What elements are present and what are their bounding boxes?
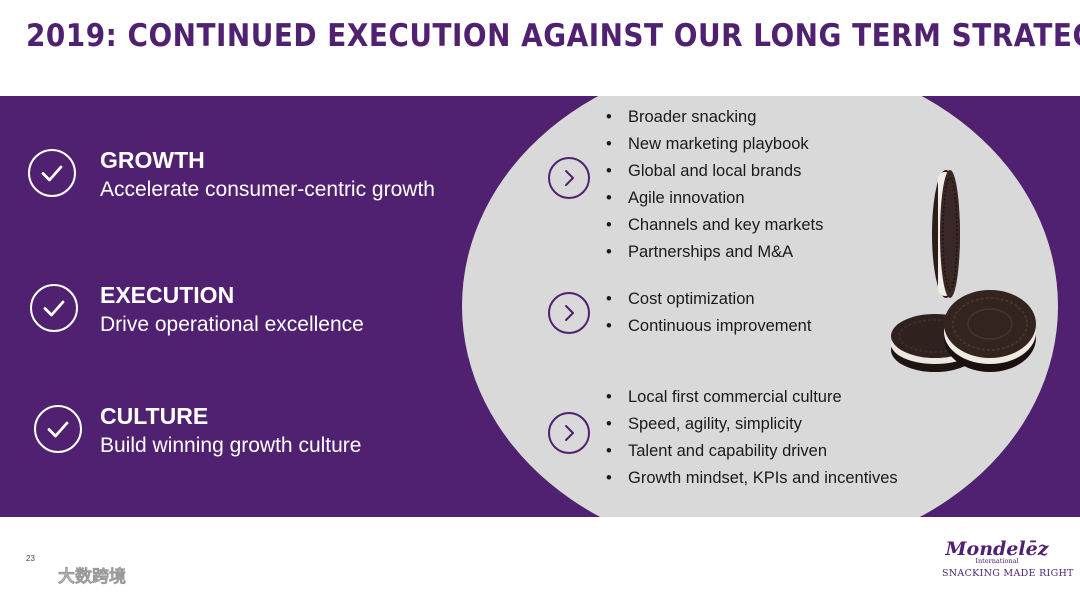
logo-name: Mondelēz <box>945 538 1049 560</box>
list-item: Broader snacking <box>606 107 823 134</box>
list-item: Growth mindset, KPIs and incentives <box>606 468 898 495</box>
cookies-illustration <box>891 170 1036 372</box>
watermark-logo: 大数跨境 <box>15 566 126 587</box>
growth-checkmark-icon <box>28 149 76 197</box>
execution-chevron-right-icon <box>548 292 590 334</box>
list-item: Global and local brands <box>606 161 823 188</box>
execution-checkmark-icon <box>30 284 78 332</box>
slide-title: 2019: CONTINUED EXECUTION AGAINST OUR LO… <box>26 18 1080 54</box>
execution-bullet-list: Cost optimization Continuous improvement <box>606 289 811 343</box>
svg-text:大数跨境: 大数跨境 <box>58 566 126 587</box>
culture-checkmark-icon <box>34 405 82 453</box>
pillar-description-execution: Drive operational excellence <box>100 313 364 336</box>
logo-tagline: SNACKING MADE RIGHT <box>942 568 1074 579</box>
list-item: New marketing playbook <box>606 134 823 161</box>
list-item: Channels and key markets <box>606 215 823 242</box>
list-item: Partnerships and M&A <box>606 242 823 269</box>
list-item: Speed, agility, simplicity <box>606 414 898 441</box>
list-item: Cost optimization <box>606 289 811 316</box>
list-item: Agile innovation <box>606 188 823 215</box>
pillar-name-culture: CULTURE <box>100 403 209 429</box>
list-item: Continuous improvement <box>606 316 811 343</box>
culture-chevron-right-icon <box>548 412 590 454</box>
pillar-description-growth: Accelerate consumer-centric growth <box>100 178 435 201</box>
culture-bullet-list: Local first commercial culture Speed, ag… <box>606 387 898 495</box>
pillar-name-growth: GROWTH <box>100 147 205 173</box>
growth-bullet-list: Broader snacking New marketing playbook … <box>606 107 823 269</box>
pillar-name-execution: EXECUTION <box>100 282 235 308</box>
list-item: Talent and capability driven <box>606 441 898 468</box>
list-item: Local first commercial culture <box>606 387 898 414</box>
mondelez-logo: Mondelēz International SNACKING MADE RIG… <box>942 538 1074 580</box>
growth-chevron-right-icon <box>548 157 590 199</box>
page-number: 23 <box>26 554 35 563</box>
logo-subtitle: International <box>975 557 1019 565</box>
pillar-description-culture: Build winning growth culture <box>100 434 362 457</box>
